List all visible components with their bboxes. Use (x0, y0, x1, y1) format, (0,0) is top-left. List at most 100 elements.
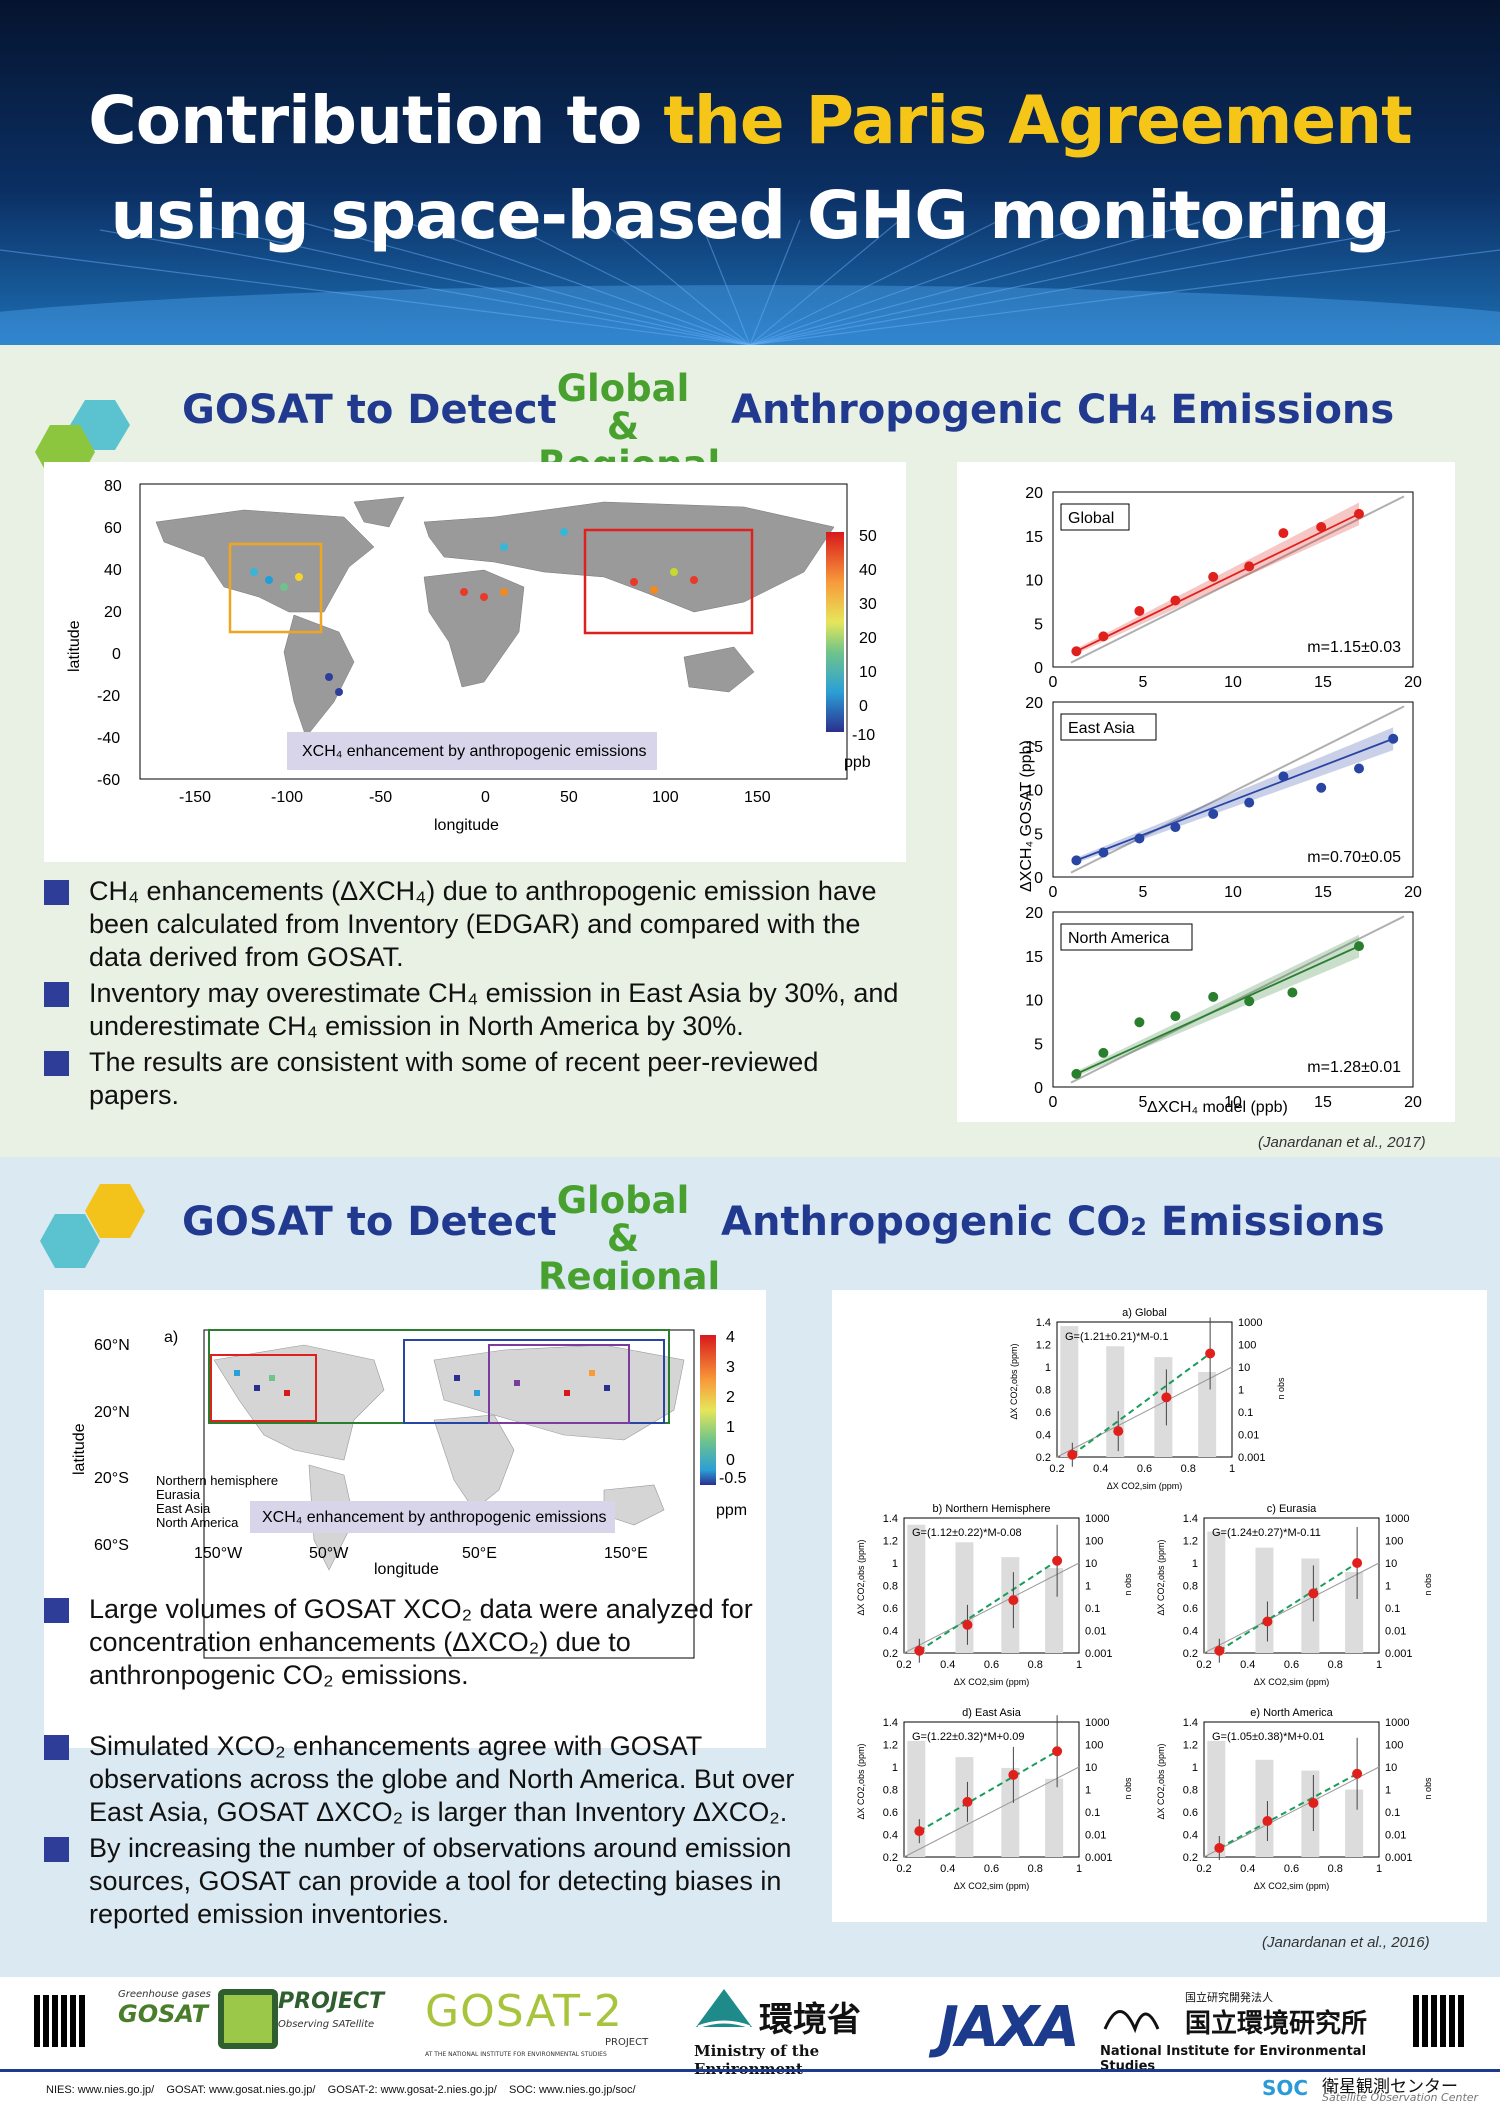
hexagon-icon (40, 1184, 145, 1268)
svg-text:-0.5: -0.5 (719, 1470, 747, 1487)
ch4-bullet-text: CH₄ enhancements (ΔXCH₄) due to anthropo… (89, 876, 877, 972)
cbar-tick: 50 (859, 528, 877, 545)
soc-logo-mark: SOC (1262, 2076, 1309, 2100)
co2-colorbar-ticks: 4 3 2 1 0 -0.5 (719, 1329, 747, 1487)
ch4-bullet: The results are consistent with some of … (44, 1046, 904, 1112)
y-tick-label: 0.2 (1183, 1852, 1198, 1864)
y2-tick-label: 100 (1385, 1740, 1403, 1752)
y2-tick-label: 0.1 (1085, 1603, 1100, 1615)
fit-equation: G=(1.24±0.27)*M-0.11 (1212, 1527, 1321, 1539)
ch4-scatter-plots: ΔXCH₄ GOSAT (ppb) ΔXCH₄ model (ppb) 0 5 10… (1018, 485, 1422, 1116)
section-co2: GOSAT to Detect Global & Regional Anthro… (0, 1157, 1500, 1977)
svg-text:0: 0 (726, 1452, 735, 1469)
nies-emblem-icon (1103, 2010, 1160, 2034)
panel-title: East Asia (1068, 720, 1135, 737)
qr-code-icon[interactable] (34, 1995, 86, 2047)
cbar-tick: 30 (859, 596, 877, 613)
regression-line (1076, 513, 1360, 653)
data-point (1278, 528, 1289, 539)
data-point (1098, 847, 1109, 858)
soc-english: Satellite Observation Center (1322, 2091, 1479, 2104)
one-to-one-line (1070, 705, 1405, 874)
y-tick-label: 15 (1025, 739, 1043, 756)
co2-map-xlabel: longitude (374, 1561, 439, 1578)
ch4-scatter-xlabel: ΔXCH₄ model (ppb) (1147, 1099, 1288, 1116)
svg-text:0: 0 (112, 646, 121, 663)
fit-equation: G=(1.21±0.21)*M-0.1 (1065, 1331, 1169, 1343)
y-tick-label: 0.8 (1183, 1785, 1198, 1797)
y-tick-label: 0.4 (883, 1830, 898, 1842)
title-highlight: the Paris Agreement (663, 82, 1412, 159)
bullet-square (44, 880, 69, 905)
data-point (1354, 508, 1364, 519)
y2-tick-label: 0.001 (1085, 1648, 1113, 1660)
panel-title-box (1060, 713, 1157, 741)
ch4-title-part1: GOSAT to Detect (182, 387, 557, 433)
panel-title: North America (1068, 930, 1169, 947)
bullet-square (44, 1837, 69, 1862)
y-tick-label: 5 (1034, 826, 1043, 843)
obs-count-bar (1207, 1531, 1226, 1653)
gosat2-logo-sub: AT THE NATIONAL INSTITUTE FOR ENVIRONMEN… (425, 2051, 607, 2058)
x-tick-label: 5 (1139, 884, 1148, 901)
y2-tick-label: 0.01 (1385, 1626, 1406, 1638)
y-tick-label: 15 (1025, 529, 1043, 546)
y-tick-label: 0 (1034, 660, 1043, 677)
data-point (1161, 1392, 1172, 1403)
ch4-title-b: Anthropogenic CH (731, 387, 1140, 433)
data-point (1134, 833, 1145, 844)
y2-tick-label: 100 (1085, 1740, 1103, 1752)
footer-links[interactable]: NIES: www.nies.go.jp/ GOSAT: www.gosat.n… (46, 2084, 636, 2096)
ch4-scatter-ylabel: ΔXCH₄ GOSAT (ppb) (1018, 740, 1035, 892)
x-tick-label: 0.8 (1328, 1863, 1343, 1875)
data-point (1008, 1769, 1019, 1780)
svg-text:20: 20 (104, 604, 122, 621)
x-axis-label: ΔX CO2,sim (ppm) (954, 1881, 1030, 1891)
one-to-one-line (1070, 495, 1405, 664)
data-point (1134, 606, 1145, 616)
obs-count-bar (1001, 1557, 1020, 1653)
data-point (1352, 1558, 1363, 1568)
gosat-logo-mark (218, 1989, 278, 2049)
y2-axis-label: n obs (1423, 1777, 1433, 1800)
svg-text:-40: -40 (97, 730, 120, 747)
svg-text:-50: -50 (369, 789, 392, 806)
one-to-one-line (903, 1562, 1080, 1654)
svg-text:50°E: 50°E (462, 1545, 497, 1562)
svg-text:60°N: 60°N (94, 1337, 130, 1354)
y-tick-label: 0.6 (1036, 1407, 1051, 1419)
y-tick-label: 1.4 (1036, 1317, 1051, 1329)
y2-tick-label: 1000 (1085, 1513, 1109, 1525)
ch4-title-sub: 4 (1139, 401, 1157, 429)
x-tick-label: 20 (1404, 1094, 1422, 1111)
nies-kanji: 国立環境研究所 (1185, 2009, 1368, 2039)
x-tick-label: 0.6 (984, 1863, 999, 1875)
y-tick-label: 10 (1025, 993, 1043, 1010)
data-point (1208, 991, 1219, 1002)
co2-bullet: By increasing the number of observations… (44, 1832, 804, 1931)
x-tick-label: 1 (1376, 1659, 1382, 1671)
co2-map-caption-bg (250, 1501, 615, 1533)
svg-text:60°S: 60°S (94, 1537, 129, 1554)
moe-logo: 環境省 Ministry of the Environment (694, 1987, 904, 2078)
y2-tick-label: 100 (1238, 1340, 1256, 1352)
y-tick-label: 1.4 (883, 1513, 898, 1525)
y2-tick-label: 1000 (1385, 1717, 1409, 1729)
data-point (1208, 809, 1219, 819)
slope-annotation: m=1.15±0.03 (1307, 639, 1401, 656)
ch4-map-caption: XCH₄ enhancement by anthropogenic emissi… (302, 743, 647, 760)
gosat2-logo-text: GOSAT-2 (425, 1986, 623, 2037)
panel-title: Global (1068, 510, 1114, 527)
y2-tick-label: 1 (1085, 1581, 1091, 1593)
x-tick-label: 0.6 (1284, 1659, 1299, 1671)
y-tick-label: 1.2 (1183, 1536, 1198, 1548)
co2-bullet-list: Large volumes of GOSAT XCO₂ data were an… (44, 1593, 804, 1934)
x-tick-label: 0.2 (1049, 1463, 1064, 1475)
y-tick-label: 0.8 (883, 1785, 898, 1797)
header-rays (0, 219, 1500, 345)
qr-code-icon[interactable] (1413, 1995, 1465, 2047)
x-tick-label: 10 (1224, 674, 1242, 691)
panel-title: a) Global (1122, 1307, 1167, 1319)
ch4-map-yticks: 80 60 40 20 0 -20 -40 -60 (97, 478, 122, 789)
gosat2-logo-project: PROJECT (605, 2037, 649, 2048)
